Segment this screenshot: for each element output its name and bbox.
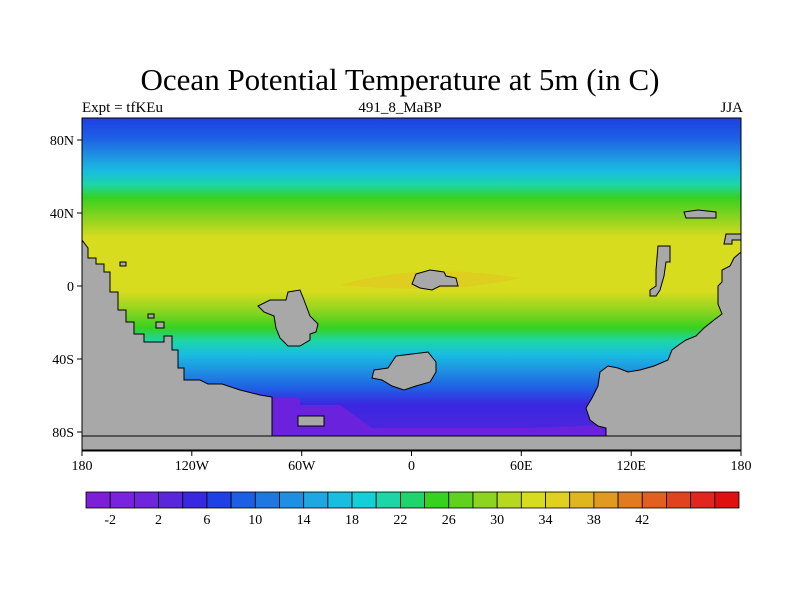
land-island-small-2 bbox=[147, 313, 155, 319]
latitude-ticks bbox=[77, 139, 82, 433]
land-continent-central-south bbox=[257, 289, 319, 347]
land-antarctic-patch bbox=[297, 415, 325, 427]
land-eastern-island bbox=[649, 245, 671, 297]
lat-tick-label: 40N bbox=[50, 207, 74, 222]
experiment-label: Expt = tfKEu bbox=[82, 100, 163, 116]
colorbar-box bbox=[424, 491, 450, 509]
lon-tick-label: 60E bbox=[510, 459, 533, 474]
colorbar-label: 26 bbox=[442, 513, 456, 528]
lat-tick-label: 40S bbox=[52, 353, 74, 368]
colorbar-box bbox=[230, 491, 256, 509]
colorbar-label: 30 bbox=[490, 513, 504, 528]
colorbar-box bbox=[666, 491, 692, 509]
colorbar-box bbox=[182, 491, 208, 509]
colorbar-label: 18 bbox=[345, 513, 359, 528]
colorbar-label: 10 bbox=[248, 513, 262, 528]
colorbar-box bbox=[375, 491, 401, 509]
colorbar-box bbox=[158, 491, 184, 509]
colorbar-box bbox=[254, 491, 280, 509]
colorbar-label: 14 bbox=[297, 513, 311, 528]
colorbar-label: 38 bbox=[587, 513, 601, 528]
colorbar-label: 2 bbox=[155, 513, 162, 528]
colorbar-box bbox=[303, 491, 329, 509]
lat-tick-label: 80S bbox=[52, 426, 74, 441]
land-antarctica bbox=[82, 435, 741, 451]
colorbar-box bbox=[400, 491, 426, 509]
colorbar-labels: -2 2 6 10 14 18 22 26 30 34 38 42 bbox=[104, 513, 649, 528]
lon-tick-label: 180 bbox=[731, 459, 752, 474]
lon-tick-label: 120E bbox=[616, 459, 646, 474]
colorbar-box bbox=[714, 491, 740, 509]
colorbar-box bbox=[85, 491, 111, 509]
longitude-ticks bbox=[81, 451, 742, 456]
land-northern-island bbox=[683, 209, 717, 219]
colorbar-box bbox=[496, 491, 522, 509]
land-eastern-continent bbox=[585, 251, 741, 437]
colorbar-box bbox=[472, 491, 498, 509]
colorbar-box bbox=[569, 491, 595, 509]
lon-tick-label: 0 bbox=[408, 459, 415, 474]
lon-tick-label: 120W bbox=[175, 459, 210, 474]
land-island-small-3 bbox=[155, 321, 165, 329]
colorbar-box bbox=[690, 491, 716, 509]
lat-tick-label: 0 bbox=[67, 280, 74, 295]
colorbar-box bbox=[593, 491, 619, 509]
colorbar-box bbox=[448, 491, 474, 509]
age-label: 491_8_MaBP bbox=[358, 100, 442, 116]
land-equatorial-island bbox=[411, 269, 459, 291]
colorbar-label: 34 bbox=[539, 513, 553, 528]
colorbar-box bbox=[279, 491, 305, 509]
colorbar-box bbox=[545, 491, 571, 509]
land-masses bbox=[82, 209, 741, 451]
lon-tick-label: 180 bbox=[72, 459, 93, 474]
lon-tick-label: 60W bbox=[288, 459, 316, 474]
colorbar-box bbox=[641, 491, 667, 509]
colorbar-box bbox=[617, 491, 643, 509]
land-western-continent bbox=[82, 239, 273, 437]
colorbar-box bbox=[206, 491, 232, 509]
colorbar-box bbox=[109, 491, 135, 509]
map-plot-area bbox=[82, 118, 741, 451]
colorbar-box bbox=[351, 491, 377, 509]
colorbar-label: -2 bbox=[104, 513, 116, 528]
colorbar-box bbox=[133, 491, 159, 509]
polar-ocean bbox=[272, 397, 607, 436]
lat-tick-label: 80N bbox=[50, 134, 74, 149]
season-label: JJA bbox=[720, 100, 743, 116]
land-continent-southern bbox=[371, 351, 437, 391]
colorbar-box bbox=[327, 491, 353, 509]
colorbar-label: 22 bbox=[393, 513, 407, 528]
colorbar-box bbox=[520, 491, 546, 509]
colorbar-label: 6 bbox=[203, 513, 210, 528]
land-island-small-1 bbox=[119, 261, 127, 267]
colorbar bbox=[85, 491, 740, 509]
land-northeast-fragment bbox=[723, 233, 741, 245]
colorbar-label: 42 bbox=[635, 513, 649, 528]
map-title: Ocean Potential Temperature at 5m (in C) bbox=[140, 62, 660, 97]
